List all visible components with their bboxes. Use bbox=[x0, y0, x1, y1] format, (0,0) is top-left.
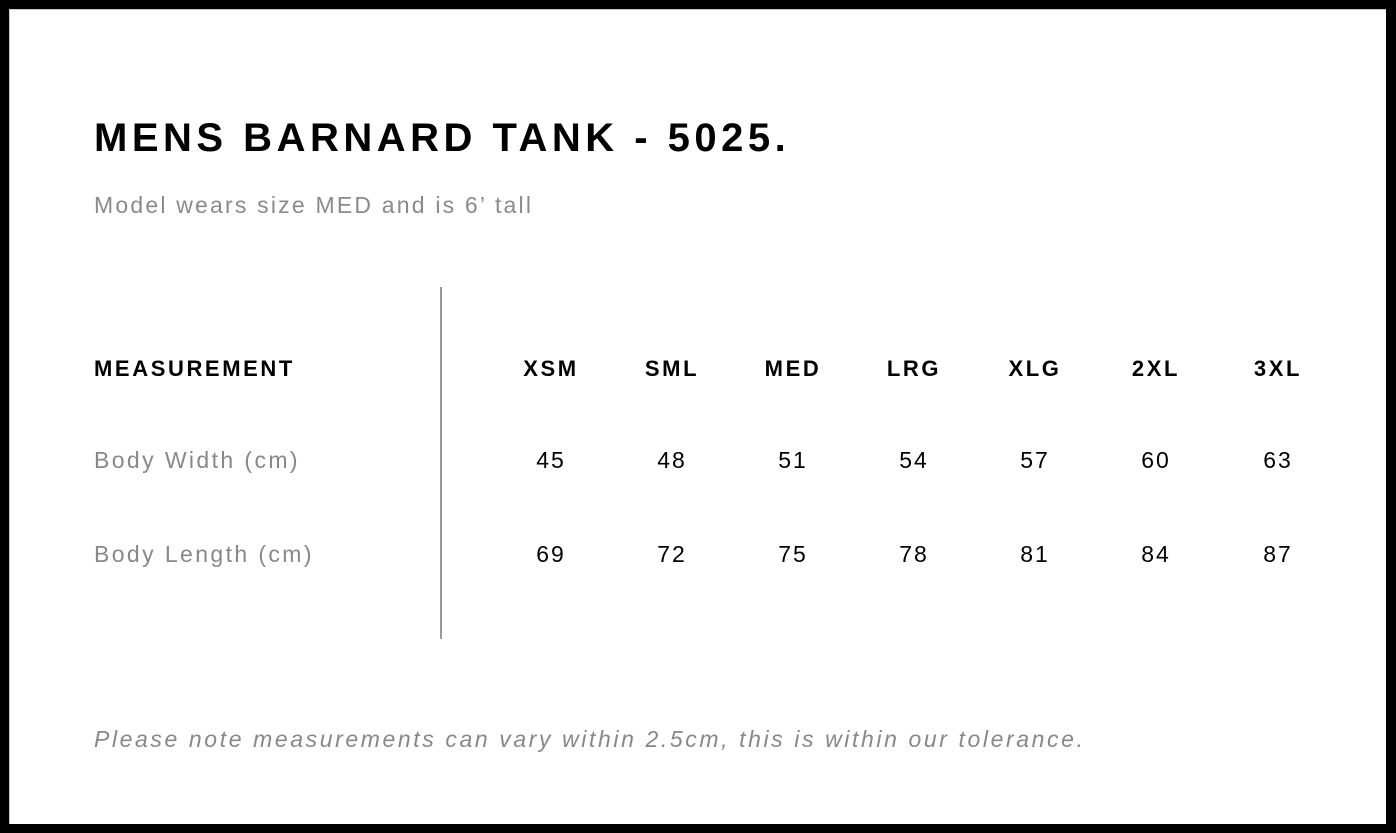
table-cell: 78 bbox=[899, 541, 929, 567]
table-cell: 84 bbox=[1141, 541, 1171, 567]
table-cell: 54 bbox=[899, 447, 929, 473]
table-cell: 81 bbox=[1020, 541, 1050, 567]
table-cell: 51 bbox=[778, 447, 808, 473]
size-header-3xl: 3XL bbox=[1253, 356, 1303, 381]
table-cell: 60 bbox=[1141, 447, 1171, 473]
size-header-lrg: LRG bbox=[886, 356, 942, 381]
table-cell: 63 bbox=[1263, 447, 1293, 473]
page-title: MENS BARNARD TANK - 5025. bbox=[94, 116, 791, 160]
row-label: Body Width (cm) bbox=[94, 447, 300, 473]
size-chart-card: MENS BARNARD TANK - 5025. Model wears si… bbox=[9, 9, 1386, 824]
table-cell: 69 bbox=[536, 541, 566, 567]
table-cell: 48 bbox=[657, 447, 687, 473]
model-info: Model wears size MED and is 6’ tall bbox=[94, 192, 534, 218]
row-label: Body Length (cm) bbox=[94, 541, 314, 567]
size-header-sml: SML bbox=[644, 356, 700, 381]
table-cell: 87 bbox=[1263, 541, 1293, 567]
table-cell: 75 bbox=[778, 541, 808, 567]
table-cell: 45 bbox=[536, 447, 566, 473]
size-header-med: MED bbox=[764, 356, 822, 381]
tolerance-note: Please note measurements can vary within… bbox=[94, 726, 1086, 752]
size-header-2xl: 2XL bbox=[1131, 356, 1181, 381]
table-cell: 72 bbox=[657, 541, 687, 567]
measurement-header: MEASUREMENT bbox=[94, 356, 295, 381]
size-header-xlg: XLG bbox=[1008, 356, 1062, 381]
size-header-xsm: XSM bbox=[523, 356, 579, 381]
table-cell: 57 bbox=[1020, 447, 1050, 473]
column-divider bbox=[440, 287, 442, 639]
